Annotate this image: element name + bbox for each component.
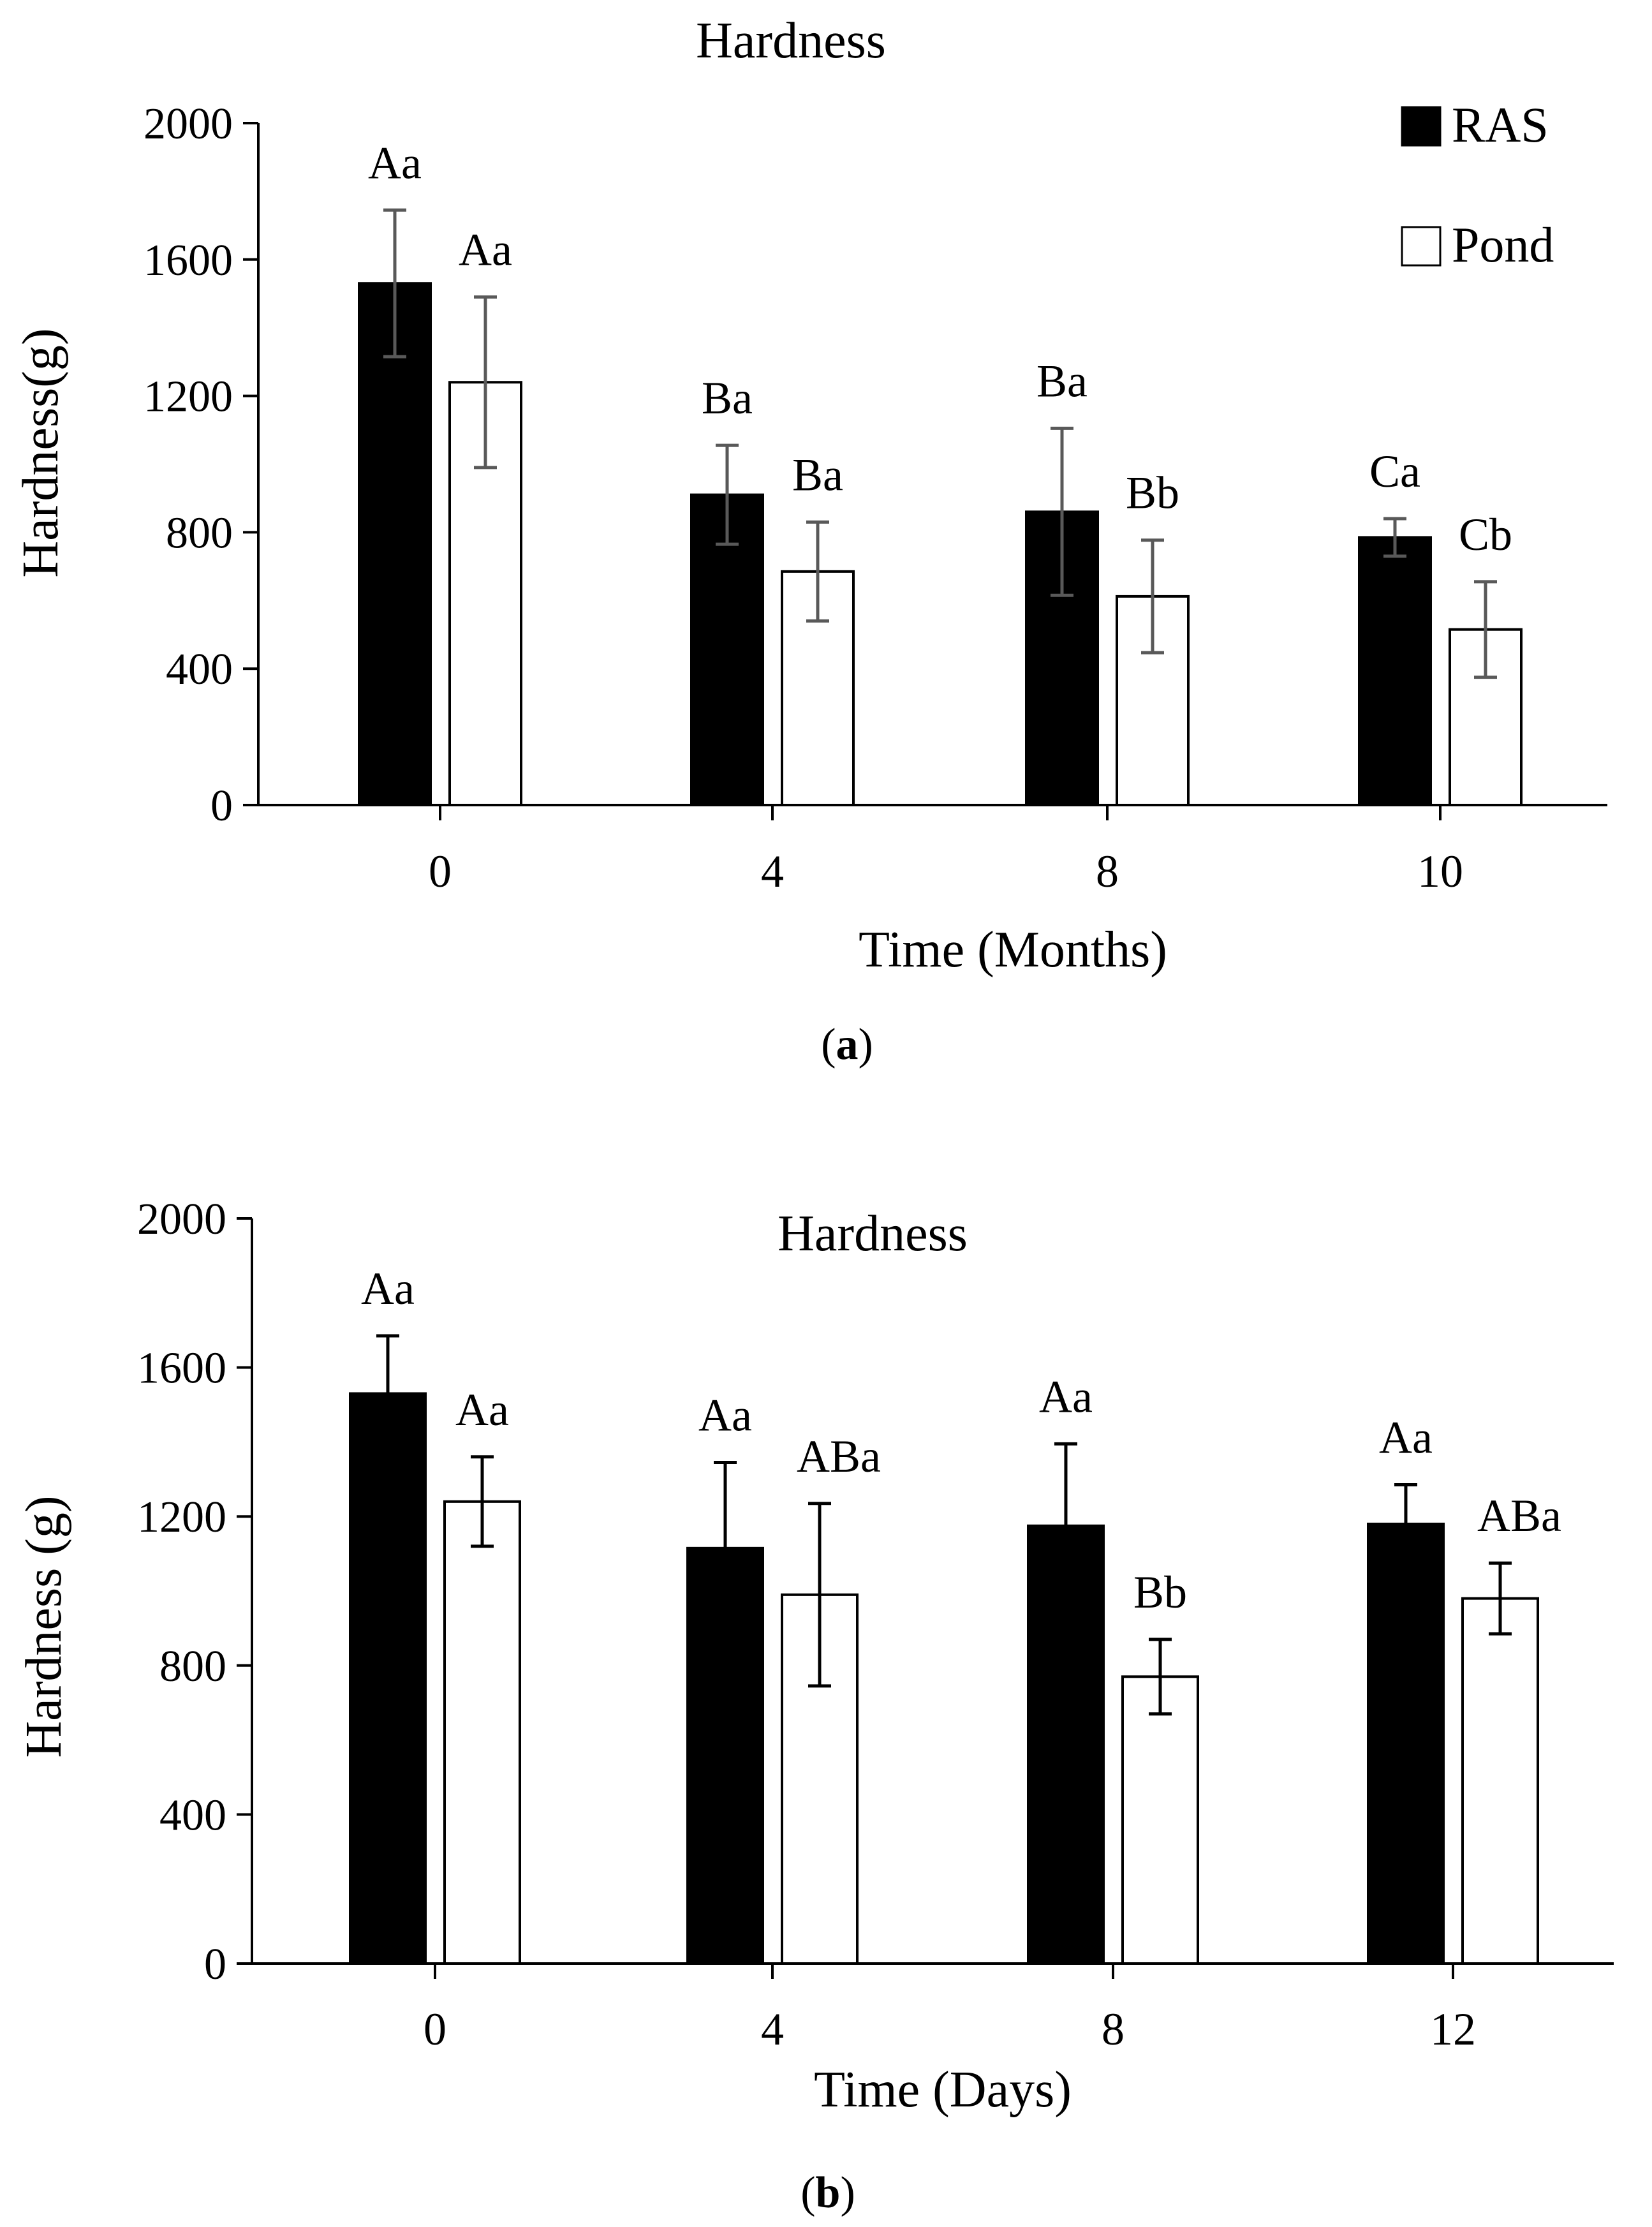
significance-label: Aa [455, 1384, 509, 1435]
x-tick-label: 8 [1096, 846, 1119, 897]
y-tick-label: 1200 [144, 373, 233, 422]
x-tick-label: 0 [429, 846, 452, 897]
x-tick-label: 0 [424, 2004, 446, 2055]
y-tick-label: 2000 [137, 1195, 226, 1244]
significance-label: ABa [1477, 1490, 1561, 1541]
x-tick-label: 8 [1102, 2004, 1125, 2055]
significance-label: Ba [792, 449, 843, 500]
bar-ras [1358, 536, 1432, 806]
legend-label-ras: RAS [1452, 97, 1549, 152]
significance-label: Aa [1379, 1412, 1433, 1463]
x-tick-label: 4 [761, 846, 784, 897]
significance-label: Aa [361, 1263, 415, 1314]
bar-pond [1461, 1597, 1539, 1965]
significance-label: Ba [1036, 355, 1088, 406]
y-tick-label: 2000 [144, 100, 233, 149]
y-tick-label: 0 [204, 1940, 226, 1989]
bar-ras [1027, 1524, 1105, 1965]
bar-ras [349, 1392, 427, 1965]
legend-swatch-pond [1401, 226, 1442, 267]
legend-label-pond: Pond [1452, 217, 1554, 272]
significance-label: Ca [1369, 446, 1420, 497]
y-tick-label: 800 [166, 508, 233, 558]
bar-ras [1367, 1522, 1445, 1965]
chart-legend: RAS Pond [1401, 97, 1554, 272]
panel-label-letter: b [816, 2168, 841, 2217]
y-tick-label: 0 [210, 781, 233, 831]
y-tick-label: 400 [159, 1791, 226, 1840]
x-axis-label: Time (Days) [814, 2062, 1072, 2118]
panel-label: (a) [821, 1020, 873, 1069]
significance-label: Bb [1126, 468, 1179, 519]
significance-label: ABa [797, 1431, 881, 1482]
y-tick-label: 1200 [137, 1493, 226, 1542]
significance-label: Aa [1039, 1371, 1093, 1422]
x-tick-label: 12 [1430, 2004, 1476, 2055]
chart-title: Hardness [778, 1206, 968, 1262]
significance-label: Aa [698, 1390, 752, 1441]
bar-ras [690, 493, 764, 806]
chart-title: Hardness [696, 13, 886, 69]
bar-pond [443, 1500, 521, 1965]
x-tick-label: 10 [1417, 846, 1463, 897]
significance-label: Ba [702, 373, 753, 424]
y-tick-label: 400 [166, 645, 233, 694]
chart-panel-a: Hardness RAS Pond Hardness(g) Time (Mont… [13, 13, 1607, 1069]
significance-label: Cb [1459, 509, 1512, 560]
y-axis-label: Hardness(g) [13, 329, 69, 578]
panel-label: (b) [800, 2168, 855, 2217]
y-tick-label: 1600 [137, 1344, 226, 1393]
y-axis-label: Hardness (g) [16, 1496, 72, 1758]
panel-label-letter: a [836, 1020, 859, 1069]
chart-panel-b: Hardness Hardness (g) Time (Days) (b) 0 4… [16, 1195, 1614, 2217]
significance-label: Aa [368, 137, 422, 188]
x-tick-label: 4 [761, 2004, 784, 2055]
x-axis-label: Time (Months) [859, 922, 1167, 978]
legend-swatch-ras [1401, 106, 1442, 147]
bar-ras [358, 282, 432, 806]
significance-label: Bb [1133, 1567, 1187, 1618]
significance-label: Aa [459, 225, 512, 276]
y-tick-label: 1600 [144, 236, 233, 285]
y-tick-label: 800 [159, 1642, 226, 1691]
bar-pond [1121, 1675, 1199, 1965]
